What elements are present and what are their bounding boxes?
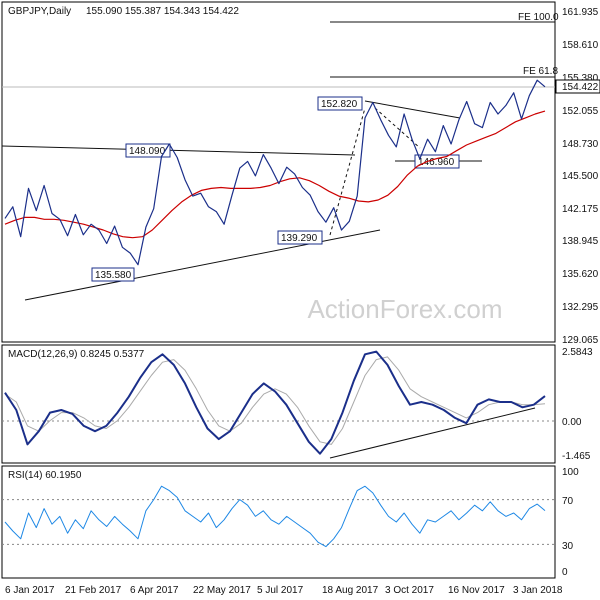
rsi-title: RSI(14) 60.1950 [8, 470, 82, 481]
price-tick: 155.380 [562, 73, 599, 84]
annotation-135-580: 135.580 [91, 267, 135, 282]
triangle-top-line [364, 100, 461, 119]
price-tick: 148.730 [562, 139, 599, 150]
fe-100-label: FE 100.0 [518, 12, 559, 23]
chart-header-ohlc: 155.090 155.387 154.343 154.422 [86, 6, 239, 17]
rsi-series-group [4, 485, 546, 548]
annotation-148-090: 148.090 [125, 143, 171, 158]
x-tick-label: 5 Jul 2017 [257, 585, 304, 596]
last-price-box [555, 79, 600, 94]
macd-signal-line [4, 356, 546, 445]
price-tick: 158.610 [562, 40, 599, 51]
annotation-152-820: 152.820 [317, 96, 363, 111]
x-tick-label: 22 May 2017 [193, 585, 251, 596]
macd-trendline [329, 407, 536, 459]
x-tick-label: 3 Oct 2017 [385, 585, 434, 596]
price-tick: 132.295 [562, 302, 599, 313]
price-tick: 135.620 [562, 269, 599, 280]
rsi-tick: 100 [562, 467, 579, 478]
annotation-label: 148.090 [129, 146, 166, 157]
dashed-projection [329, 107, 366, 236]
annotation-label: 152.820 [321, 99, 358, 110]
price-axis: 161.935 158.610 155.380 154.422 152.055 … [555, 7, 600, 346]
annotation-146-960: 146.960 [414, 154, 460, 169]
chart-header-symbol: GBPJPY,Daily [8, 6, 71, 17]
price-tick: 145.500 [562, 171, 599, 182]
price-panel-frame [1, 1, 556, 343]
price-tick: 152.055 [562, 106, 599, 117]
price-line [4, 79, 546, 266]
rsi-tick: 70 [562, 496, 574, 507]
last-price-tag: 154.422 [562, 82, 599, 93]
x-tick-label: 6 Apr 2017 [130, 585, 179, 596]
macd-line [4, 350, 546, 455]
rsi-panel-frame [1, 465, 556, 579]
macd-tick: 0.00 [562, 417, 582, 428]
rsi-level-lines [2, 499, 555, 545]
rsi-tick: 0 [562, 567, 568, 578]
price-tick: 138.945 [562, 236, 599, 247]
x-tick-label: 16 Nov 2017 [448, 585, 505, 596]
macd-panel-frame [1, 344, 556, 464]
price-tick: 161.935 [562, 7, 599, 18]
annotation-label: 146.960 [418, 157, 455, 168]
annotation-label: 139.290 [281, 233, 318, 244]
x-tick-label: 21 Feb 2017 [65, 585, 122, 596]
price-series-group [4, 79, 546, 266]
macd-title: MACD(12,26,9) 0.8245 0.5377 [8, 349, 145, 360]
x-tick-label: 6 Jan 2017 [5, 585, 55, 596]
x-tick-label: 3 Jan 2018 [513, 585, 563, 596]
fe-61-8-label: FE 61.8 [523, 66, 558, 77]
x-tick-label: 18 Aug 2017 [322, 585, 379, 596]
rsi-line [4, 485, 546, 548]
upper-trendline [1, 145, 356, 156]
annotation-label: 135.580 [95, 270, 132, 281]
price-tick: 142.175 [562, 204, 599, 215]
x-axis: 6 Jan 2017 21 Feb 2017 6 Apr 2017 22 May… [5, 585, 563, 596]
macd-tick: -1.465 [562, 451, 591, 462]
watermark: ActionForex.com [307, 294, 502, 324]
rsi-tick: 30 [562, 541, 574, 552]
macd-series-group [4, 350, 546, 455]
price-tick: 129.065 [562, 335, 599, 346]
annotation-139-290: 139.290 [277, 230, 323, 245]
macd-tick: 2.5843 [562, 347, 593, 358]
